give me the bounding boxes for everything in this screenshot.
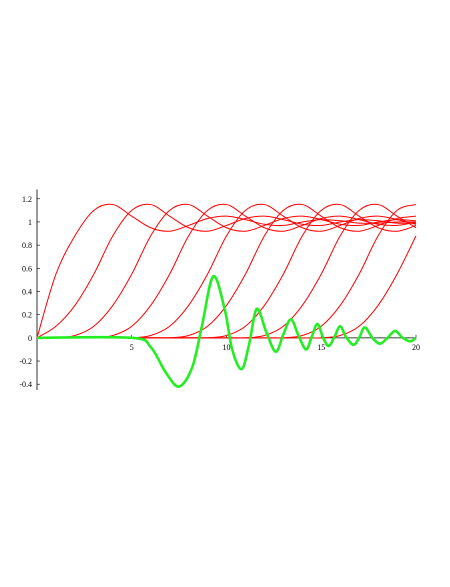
y-tick-label: 0 <box>28 334 32 343</box>
x-tick-label: 20 <box>412 343 420 352</box>
y-tick-label: 0.2 <box>22 311 32 320</box>
x-tick-label: 10 <box>223 343 231 352</box>
y-tick-label: 1 <box>28 218 32 227</box>
x-tick-label: 5 <box>130 343 134 352</box>
series-line <box>36 275 417 388</box>
y-tick-label: 0.8 <box>22 241 32 250</box>
series-line <box>36 203 417 338</box>
y-tick-label: 0.4 <box>22 287 32 296</box>
y-tick-label: 1.2 <box>22 195 32 204</box>
y-tick-label: -0.4 <box>19 380 32 389</box>
y-tick-label: 0.6 <box>22 264 32 273</box>
series-line <box>36 203 417 339</box>
y-tick-label: -0.2 <box>19 357 32 366</box>
x-tick-label: 15 <box>317 343 325 352</box>
